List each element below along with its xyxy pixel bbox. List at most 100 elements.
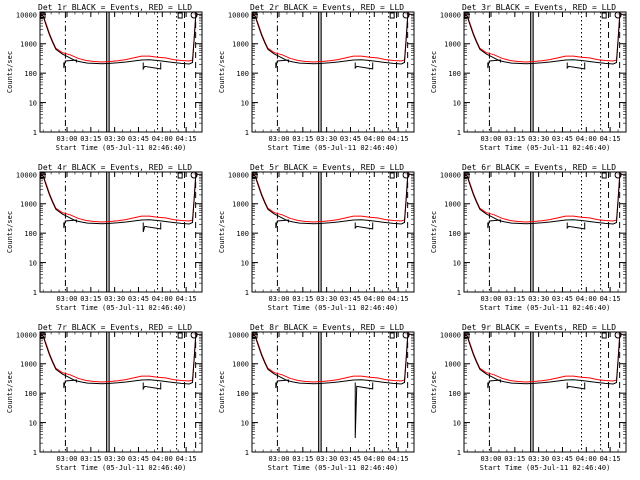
events-gap-segment: [354, 382, 374, 438]
marker-square-icon: [40, 172, 46, 179]
x-tick-label: 04:00: [364, 135, 385, 143]
x-axis-label: Start Time (05-Jul-11 02:46:40): [268, 304, 399, 312]
marker-circle-icon: [614, 171, 622, 179]
y-tick-label: 1: [245, 289, 249, 297]
x-tick-label: 03:15: [80, 135, 101, 143]
marker-square-icon: [389, 12, 395, 19]
marker-circle-icon: [614, 11, 622, 19]
plot-title: Det 2r BLACK = Events, RED = LLD: [250, 3, 404, 12]
x-tick-label: 04:15: [176, 455, 197, 463]
events-gap-segment: [142, 222, 162, 233]
y-tick-label: 1: [457, 289, 461, 297]
plot-frame: [39, 331, 203, 453]
events-gap-segment: [275, 379, 290, 389]
plot-panel: Det 1r BLACK = Events, RED = LLD 1 10 100 10…: [6, 3, 203, 152]
x-tick-label: 03:15: [80, 295, 101, 303]
x-axis-label: Start Time (05-Jul-11 02:46:40): [56, 464, 187, 472]
x-tick-label: 04:15: [388, 135, 409, 143]
y-tick-label: 10000: [228, 171, 249, 179]
y-tick-label: 1: [33, 289, 37, 297]
series-line-events: [251, 332, 410, 385]
x-axis-label: Start Time (05-Jul-11 02:46:40): [268, 464, 399, 472]
marker-square-icon: [464, 12, 470, 19]
marker-square-icon: [464, 332, 470, 339]
y-tick-label: 10: [453, 260, 461, 268]
series-line-events: [39, 12, 198, 65]
y-tick-label: 1000: [232, 41, 249, 49]
y-tick-label: 100: [24, 230, 37, 238]
y-tick-label: 1000: [232, 201, 249, 209]
x-axis-label: Start Time (05-Jul-11 02:46:40): [480, 144, 611, 152]
x-tick-label: 03:45: [340, 455, 361, 463]
x-tick-label: 03:30: [528, 455, 549, 463]
series-line-events: [251, 172, 410, 225]
x-tick-label: 03:00: [56, 455, 77, 463]
plot-title: Det 1r BLACK = Events, RED = LLD: [38, 3, 192, 12]
x-tick-label: 03:30: [528, 135, 549, 143]
y-tick-label: 10: [29, 100, 37, 108]
events-gap-segment: [275, 59, 290, 69]
series-line-events: [463, 172, 622, 225]
y-tick-label: 100: [448, 70, 461, 78]
y-tick-label: 10000: [16, 331, 37, 339]
y-tick-label: 1: [457, 449, 461, 457]
x-tick-label: 04:15: [388, 455, 409, 463]
series-line-events: [463, 12, 622, 65]
y-tick-label: 100: [236, 230, 249, 238]
x-axis-label: Start Time (05-Jul-11 02:46:40): [480, 464, 611, 472]
events-gap-segment: [63, 59, 78, 69]
y-tick-label: 10: [29, 420, 37, 428]
y-tick-label: 1: [457, 129, 461, 137]
y-tick-label: 10000: [440, 11, 461, 19]
marker-square-icon: [252, 12, 258, 19]
y-tick-label: 100: [448, 230, 461, 238]
marker-circle-icon: [190, 331, 198, 339]
marker-square-icon: [177, 12, 183, 19]
events-gap-segment: [275, 219, 290, 229]
x-tick-label: 03:30: [316, 135, 337, 143]
x-tick-label: 03:00: [56, 135, 77, 143]
y-axis-label: Counts/sec: [218, 371, 226, 413]
y-tick-label: 100: [448, 390, 461, 398]
marker-square-icon: [252, 172, 258, 179]
x-tick-label: 03:15: [504, 455, 525, 463]
marker-square-icon: [601, 332, 607, 339]
y-tick-label: 10000: [16, 171, 37, 179]
events-gap-segment: [566, 382, 586, 390]
y-tick-label: 10000: [440, 331, 461, 339]
marker-square-icon: [389, 332, 395, 339]
y-tick-label: 1: [33, 129, 37, 137]
marker-circle-icon: [614, 331, 622, 339]
x-tick-label: 03:00: [268, 455, 289, 463]
marker-square-icon: [464, 172, 470, 179]
x-tick-label: 03:45: [128, 295, 149, 303]
events-gap-segment: [487, 379, 502, 389]
y-tick-label: 100: [24, 390, 37, 398]
plot-frame: [251, 171, 415, 293]
plot-frame: [251, 331, 415, 453]
x-tick-label: 03:00: [268, 135, 289, 143]
series-line-events: [251, 12, 410, 65]
y-tick-label: 10000: [440, 171, 461, 179]
x-tick-label: 03:45: [128, 135, 149, 143]
y-tick-label: 1000: [444, 361, 461, 369]
marker-square-icon: [40, 332, 46, 339]
marker-square-icon: [252, 332, 258, 339]
y-tick-label: 100: [24, 70, 37, 78]
plot-panel: Det 3r BLACK = Events, RED = LLD 1 10 100 10…: [430, 3, 627, 152]
x-tick-label: 03:15: [292, 455, 313, 463]
y-tick-label: 1: [33, 449, 37, 457]
x-tick-label: 04:00: [364, 455, 385, 463]
y-tick-label: 10000: [228, 331, 249, 339]
x-axis-label: Start Time (05-Jul-11 02:46:40): [56, 304, 187, 312]
series-line-events: [39, 332, 198, 385]
y-tick-label: 10: [453, 100, 461, 108]
plot-frame: [251, 11, 415, 133]
x-axis-label: Start Time (05-Jul-11 02:46:40): [268, 144, 399, 152]
y-tick-label: 10000: [16, 11, 37, 19]
events-gap-segment: [354, 222, 374, 230]
x-tick-label: 04:15: [600, 455, 621, 463]
series-line-events: [463, 332, 622, 385]
series-line-events: [39, 172, 198, 225]
x-tick-label: 03:30: [104, 135, 125, 143]
